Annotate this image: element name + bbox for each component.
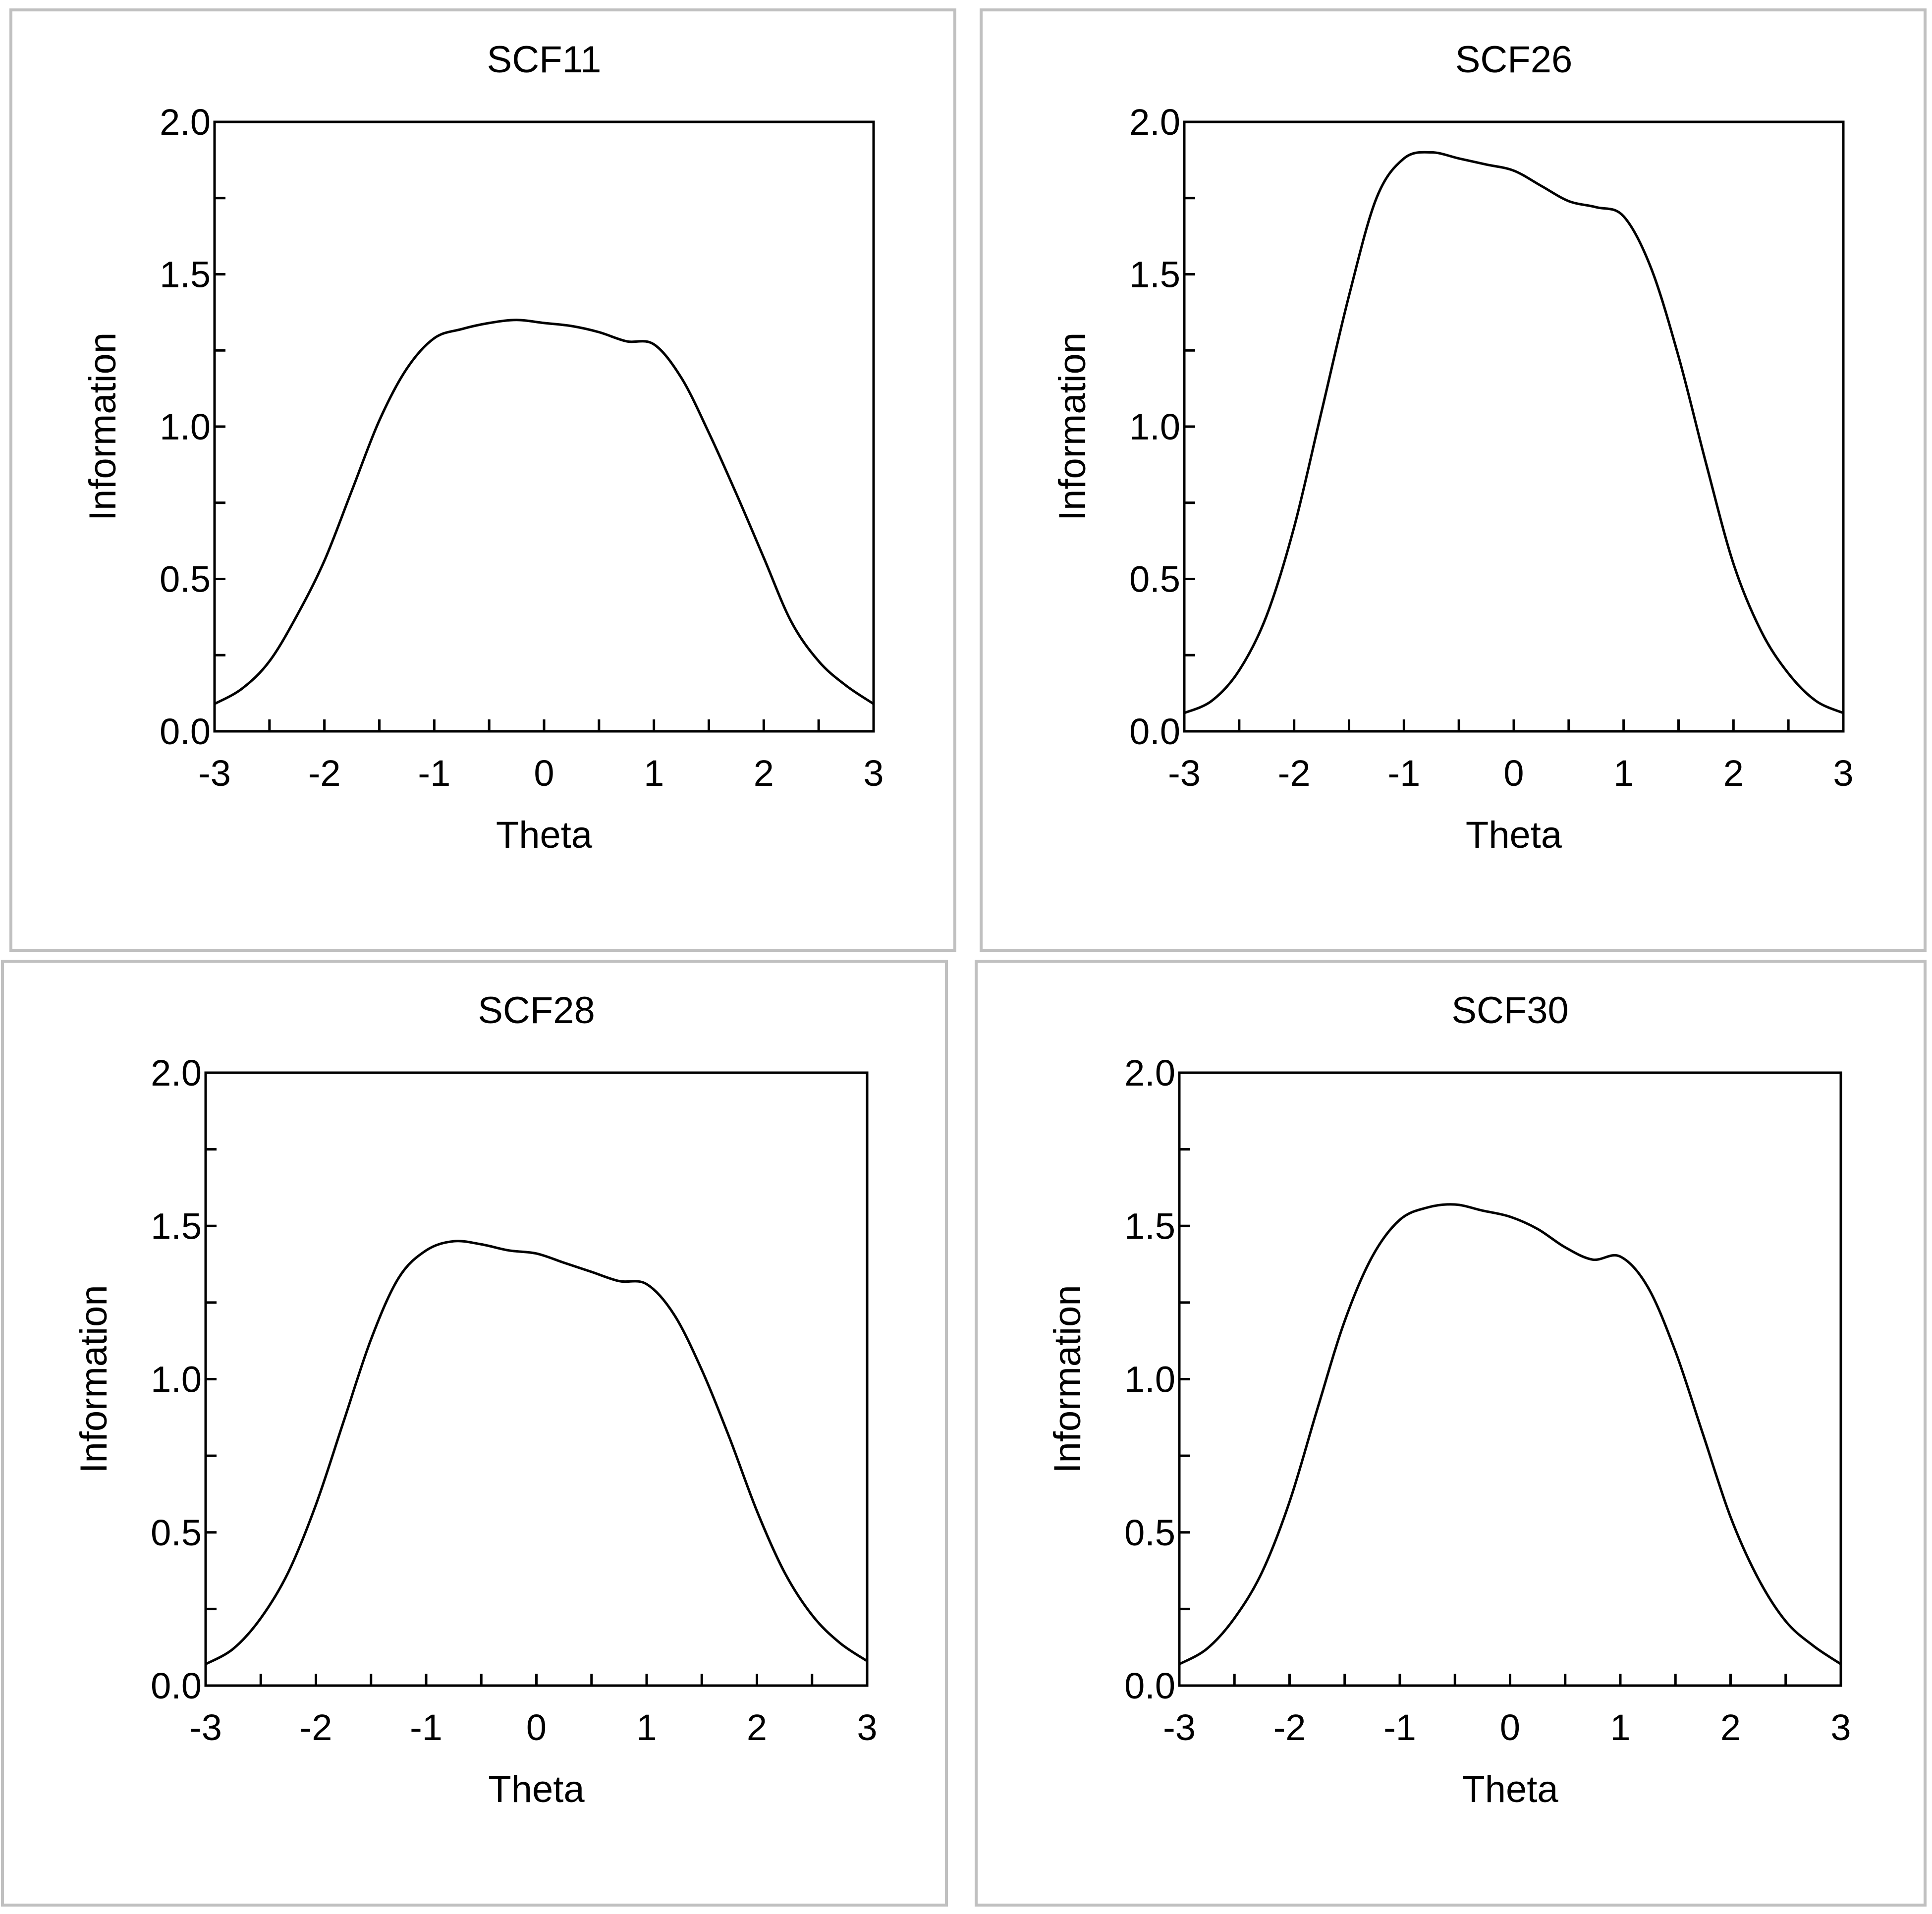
x-axis-label: Theta	[1462, 1768, 1558, 1810]
y-tick-label: 1.0	[1124, 1359, 1175, 1400]
chart-panel-2: SCF26 -3 -2 -1 0 1 2 3 0.0 0.5 1.0 1.5 2.0 Theta Infor…	[980, 8, 1927, 952]
y-tick-label: 0.0	[1124, 1665, 1175, 1706]
y-axis-label: Information	[1051, 332, 1094, 521]
y-tick-label: 0.0	[1129, 711, 1180, 752]
y-tick-label: 1.5	[1124, 1205, 1175, 1247]
information-curve-scf11	[214, 319, 875, 705]
x-tick-label: 1	[1610, 1707, 1630, 1748]
y-tick-label: 2.0	[1129, 102, 1180, 143]
y-tick-label: 1.5	[1129, 254, 1180, 295]
chart-panel-4: SCF30 -3 -2 -1 0 1 2 3 0.0 0.5 1.0 1.5 2.0 Theta Infor…	[975, 960, 1927, 1907]
y-axis-label: Information	[73, 1285, 115, 1473]
x-tick-label: 2	[1723, 753, 1744, 794]
x-tick-label: -3	[1168, 753, 1201, 794]
x-tick-label: -1	[1387, 753, 1420, 794]
x-tick-label: -3	[1163, 1707, 1196, 1748]
y-tick-label: 0.5	[160, 559, 211, 600]
x-tick-label: 2	[747, 1707, 767, 1748]
panel-frame	[1, 960, 948, 1907]
chart-panel-1: SCF11 -3 -2 -1 0 1 2 3 0.0 0.5 1.0 1.5 2.0 Theta Infor…	[9, 8, 956, 952]
x-tick-label: -2	[1273, 1707, 1306, 1748]
y-tick-label: 0.5	[151, 1512, 202, 1553]
panel-frame	[975, 960, 1927, 1907]
x-tick-label: -1	[410, 1707, 442, 1748]
y-tick-label: 0.5	[1124, 1512, 1175, 1553]
y-tick-label: 2.0	[151, 1052, 202, 1094]
information-curve-scf26	[1183, 151, 1844, 714]
x-tick-label: 2	[1720, 1707, 1741, 1748]
panel-frame	[9, 8, 956, 952]
x-tick-label: 0	[526, 1707, 547, 1748]
y-tick-label: 2.0	[160, 102, 211, 143]
chart-title: SCF28	[478, 989, 595, 1032]
y-tick-label: 1.5	[160, 254, 211, 295]
x-tick-label: 3	[1830, 1707, 1851, 1748]
x-tick-label: -3	[189, 1707, 222, 1748]
y-tick-label: 0.0	[160, 711, 211, 752]
y-tick-label: 0.0	[151, 1665, 202, 1706]
x-axis-label: Theta	[496, 814, 593, 856]
x-tick-label: -2	[300, 1707, 332, 1748]
y-axis-label: Information	[1047, 1285, 1089, 1473]
y-tick-label: 1.0	[151, 1359, 202, 1400]
x-tick-label: -1	[418, 753, 450, 794]
x-axis-label: Theta	[1466, 814, 1562, 856]
y-tick-label: 1.0	[160, 406, 211, 447]
chart-title: SCF30	[1451, 989, 1569, 1032]
y-tick-label: 0.5	[1129, 559, 1180, 600]
x-tick-label: 0	[534, 753, 554, 794]
x-tick-label: -1	[1383, 1707, 1416, 1748]
y-tick-label: 1.0	[1129, 406, 1180, 447]
x-tick-label: 0	[1503, 753, 1524, 794]
chart-title: SCF11	[487, 39, 602, 81]
x-tick-label: -3	[198, 753, 231, 794]
x-tick-label: 3	[863, 753, 883, 794]
x-tick-label: 0	[1500, 1707, 1520, 1748]
x-tick-label: 3	[1833, 753, 1853, 794]
x-axis-label: Theta	[488, 1768, 585, 1810]
chart-title: SCF26	[1455, 39, 1573, 81]
panel-frame	[980, 8, 1927, 952]
y-tick-label: 2.0	[1124, 1052, 1175, 1094]
x-tick-label: 1	[644, 753, 664, 794]
y-axis-label: Information	[82, 332, 124, 521]
information-curve-scf30	[1178, 1203, 1842, 1665]
x-tick-label: 1	[1613, 753, 1634, 794]
x-tick-label: 2	[754, 753, 774, 794]
x-tick-label: 3	[857, 1707, 877, 1748]
y-tick-label: 1.5	[151, 1205, 202, 1247]
x-tick-label: 1	[636, 1707, 657, 1748]
information-curve-scf28	[205, 1240, 868, 1665]
x-tick-label: -2	[1278, 753, 1311, 794]
chart-panel-3: SCF28 -3 -2 -1 0 1 2 3 0.0 0.5 1.0 1.5 2.0 Theta Infor…	[1, 960, 948, 1907]
x-tick-label: -2	[308, 753, 341, 794]
